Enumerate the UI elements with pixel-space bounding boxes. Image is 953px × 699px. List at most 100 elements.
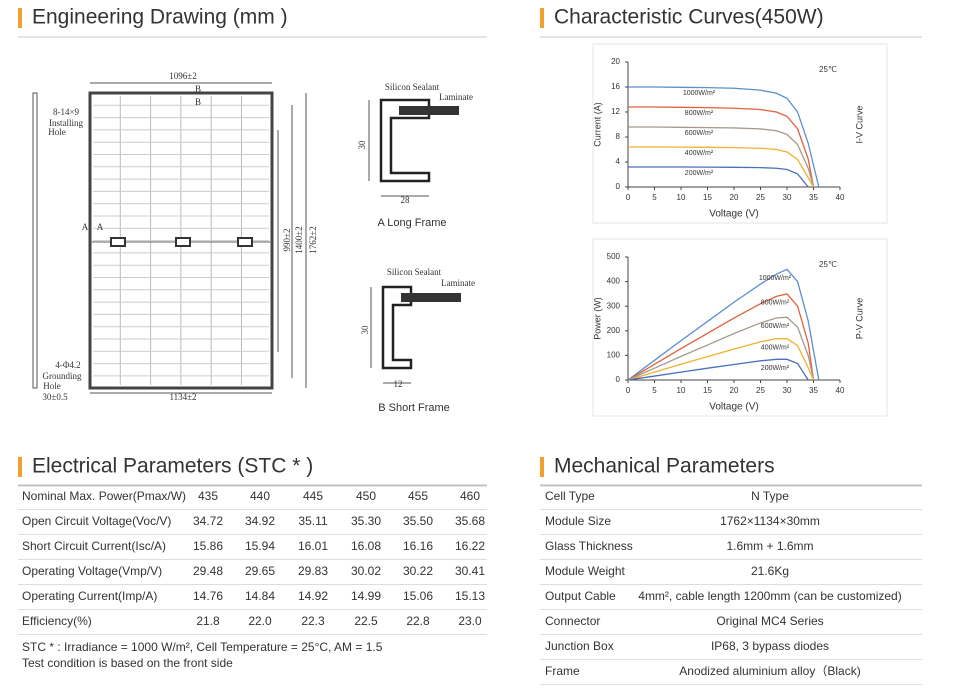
- x-tick-label: 5: [652, 386, 657, 395]
- y-tick-label: 300: [607, 301, 621, 310]
- row-label: Module Weight: [545, 564, 625, 578]
- header-bar: [540, 8, 544, 28]
- chart-frame: [592, 238, 888, 417]
- curve: [627, 358, 809, 381]
- row-label: Efficiency(%): [22, 614, 92, 628]
- table-cell: Anodized aluminium alloy（Black): [679, 664, 860, 678]
- legend-label: 400W/m²: [761, 345, 790, 352]
- table-cell: 14.99: [351, 589, 381, 603]
- frame-label: Laminate: [441, 278, 475, 288]
- row-label: Cell Type: [545, 489, 595, 503]
- table-cell: 16.08: [351, 539, 381, 553]
- table-cell: 35.30: [351, 514, 381, 528]
- table-cell: 21.8: [196, 614, 220, 628]
- legend-label: 200W/m²: [685, 170, 714, 177]
- header-bar: [18, 457, 22, 477]
- section-title: Electrical Parameters (STC * ): [32, 455, 313, 478]
- drawing-label: A: [82, 222, 89, 232]
- y-tick-label: 400: [607, 277, 621, 286]
- y-axis-label: Power (W): [592, 297, 602, 340]
- row-label: Glass Thickness: [545, 539, 633, 553]
- table-cell: 450: [356, 489, 376, 503]
- frame-caption: B Short Frame: [378, 402, 450, 414]
- drawing-label: 1400±2: [294, 226, 304, 253]
- legend-label: 600W/m²: [761, 323, 790, 330]
- legend-label: 800W/m²: [761, 300, 790, 307]
- drawing-label: 1134±2: [169, 392, 196, 402]
- x-tick-label: 40: [836, 386, 845, 395]
- chart-note: 25℃: [819, 65, 837, 74]
- legend-label: 1000W/m²: [683, 90, 716, 97]
- table-cell: 14.92: [298, 589, 328, 603]
- table-cell: 14.76: [193, 589, 223, 603]
- table-cell: 35.68: [455, 514, 485, 528]
- drawing-label: A: [97, 222, 104, 232]
- frame-caption: A Long Frame: [377, 217, 446, 229]
- x-tick-label: 10: [677, 386, 686, 395]
- y-tick-label: 0: [616, 375, 621, 384]
- y-tick-label: 8: [616, 132, 621, 141]
- row-label: Short Circuit Current(Isc/A): [22, 539, 166, 553]
- row-label: Operating Voltage(Vmp/V): [22, 564, 162, 578]
- x-tick-label: 40: [836, 193, 845, 202]
- junction-box: [110, 237, 126, 247]
- frame-label: 30: [357, 140, 367, 150]
- frame-label: 28: [401, 195, 411, 205]
- curve: [628, 126, 815, 188]
- x-tick-label: 25: [756, 193, 765, 202]
- legend-label: 800W/m²: [685, 110, 714, 117]
- table-cell: 34.72: [193, 514, 223, 528]
- row-label: Nominal Max. Power(Pmax/W): [22, 489, 186, 503]
- y-tick-label: 12: [611, 107, 620, 116]
- chart-frame: [592, 43, 888, 224]
- curve: [628, 86, 820, 188]
- table-cell: 22.5: [354, 614, 378, 628]
- y-tick-label: 500: [607, 252, 621, 261]
- table-cell: IP68, 3 bypass diodes: [711, 639, 829, 653]
- drawing-label: B: [195, 84, 201, 94]
- laminate: [401, 293, 461, 302]
- drawing-label: Hole: [48, 127, 66, 137]
- table-cell: 445: [303, 489, 323, 503]
- curve: [627, 338, 815, 381]
- chart-note: 25℃: [819, 260, 837, 269]
- drawing-label: 30±0.5: [42, 392, 68, 402]
- row-label: Operating Current(Imp/A): [22, 589, 157, 603]
- laminate: [399, 106, 459, 115]
- table-cell: 30.02: [351, 564, 381, 578]
- frame-label: Silicon Sealant: [385, 82, 440, 92]
- x-axis-label: Voltage (V): [709, 402, 758, 413]
- x-tick-label: 25: [756, 386, 765, 395]
- row-label: Frame: [545, 664, 580, 678]
- header-bar: [540, 457, 544, 477]
- curve: [628, 146, 815, 188]
- table-cell: 16.22: [455, 539, 485, 553]
- curve: [627, 293, 815, 381]
- chart-title: P-V Curve: [854, 298, 864, 340]
- x-tick-label: 15: [703, 193, 712, 202]
- table-cell: N Type: [751, 489, 789, 503]
- legend-label: 200W/m²: [761, 365, 790, 372]
- table-cell: 4mm², cable length 1200mm (can be custom…: [638, 589, 901, 603]
- frame-label: 30: [360, 325, 370, 335]
- x-tick-label: 10: [677, 193, 686, 202]
- x-tick-label: 30: [783, 386, 792, 395]
- x-tick-label: 20: [730, 386, 739, 395]
- drawing-label: Installing: [49, 118, 83, 128]
- x-tick-label: 20: [730, 193, 739, 202]
- y-tick-label: 16: [611, 82, 620, 91]
- drawing-label: 4-Φ4.2: [55, 360, 80, 370]
- drawing-label: B: [195, 97, 201, 107]
- side-view: [32, 92, 38, 389]
- curve: [627, 268, 820, 381]
- x-tick-label: 0: [626, 386, 631, 395]
- row-label: Connector: [545, 614, 600, 628]
- x-tick-label: 35: [809, 386, 818, 395]
- section-title: Characteristic Curves(450W): [554, 6, 824, 29]
- drawing-label: 8-14×9: [53, 107, 80, 117]
- drawing-label: Grounding: [43, 371, 82, 381]
- section-title: Engineering Drawing (mm ): [32, 6, 288, 29]
- row-label: Module Size: [545, 514, 611, 528]
- table-cell: 22.8: [406, 614, 430, 628]
- y-tick-label: 0: [616, 182, 621, 191]
